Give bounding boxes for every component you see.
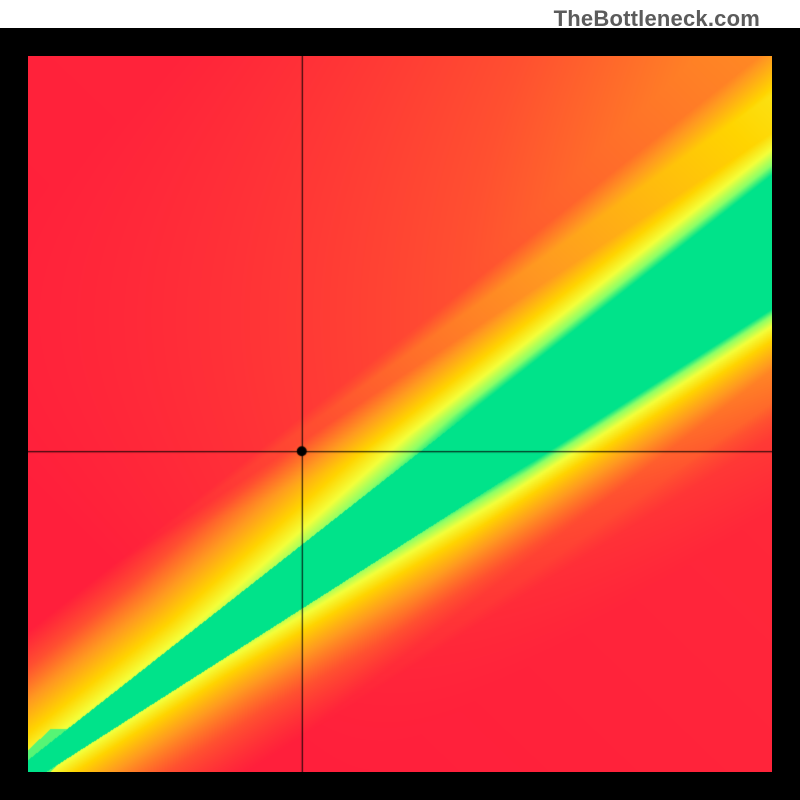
crosshair-overlay — [28, 56, 772, 772]
chart-container: TheBottleneck.com — [0, 0, 800, 800]
